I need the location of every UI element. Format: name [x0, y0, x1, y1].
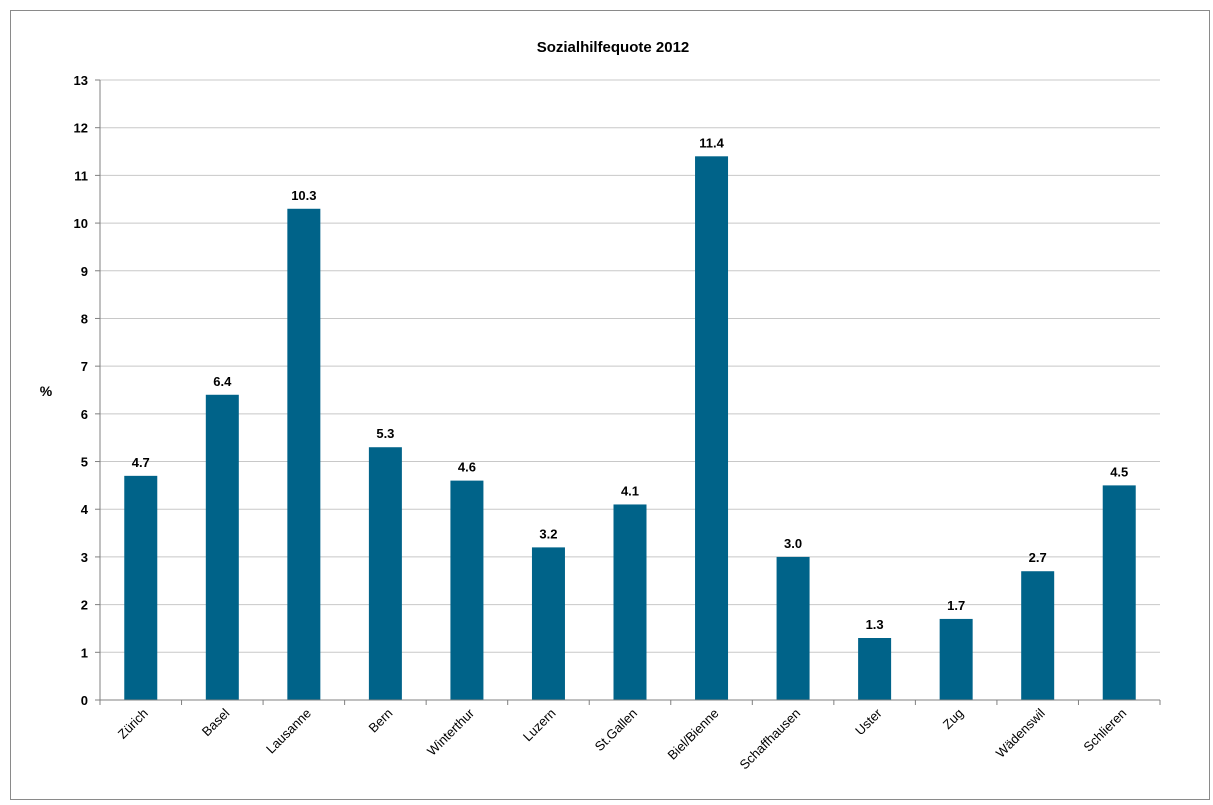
bars — [124, 156, 1136, 701]
data-label: 2.7 — [1029, 550, 1047, 565]
data-label: 4.6 — [458, 460, 476, 475]
x-tick-label: Lausanne — [263, 706, 314, 757]
chart-title: Sozialhilfequote 2012 — [537, 39, 690, 56]
y-tick-label: 9 — [81, 264, 88, 279]
data-label: 4.5 — [1110, 464, 1128, 479]
y-tick-label: 2 — [81, 598, 88, 613]
y-tick-label: 6 — [81, 407, 88, 422]
y-tick-label: 5 — [81, 455, 88, 470]
x-tick-label: Basel — [199, 705, 233, 739]
y-tick-label: 11 — [74, 168, 88, 183]
y-tick-label: 13 — [74, 73, 88, 88]
bar — [450, 480, 484, 700]
x-tick-label: Bern — [365, 706, 395, 736]
x-tick-label: Biel/Bienne — [665, 706, 722, 763]
bar — [1021, 571, 1055, 700]
bar — [776, 556, 810, 700]
data-label: 3.2 — [539, 526, 557, 541]
y-tick-label: 0 — [81, 693, 88, 708]
x-tick-label: St.Gallen — [592, 706, 640, 754]
data-label: 10.3 — [291, 188, 316, 203]
bar — [1102, 485, 1136, 700]
bar — [124, 475, 158, 700]
x-tick-label: Uster — [852, 705, 885, 738]
x-tick-label: Schlieren — [1080, 706, 1129, 755]
data-label: 3.0 — [784, 536, 802, 551]
bar — [939, 618, 973, 700]
x-tick-label: Zug — [940, 706, 966, 732]
y-axis-label: % — [40, 383, 53, 399]
data-label: 6.4 — [213, 374, 232, 389]
y-tick-label: 3 — [81, 550, 88, 565]
y-tick-label: 12 — [74, 121, 88, 136]
y-tick-label: 4 — [81, 502, 89, 517]
bar — [858, 638, 892, 700]
x-tick-label: Schaffhausen — [737, 706, 804, 773]
bar — [205, 394, 239, 700]
y-tick-label: 8 — [81, 311, 88, 326]
bar — [287, 208, 321, 700]
data-label: 1.3 — [866, 617, 884, 632]
y-tick-label: 7 — [81, 359, 88, 374]
x-tick-label: Luzern — [520, 706, 559, 745]
bar — [531, 547, 565, 700]
data-label: 4.1 — [621, 483, 639, 498]
data-label: 5.3 — [376, 426, 394, 441]
bar — [695, 156, 729, 701]
data-label: 4.7 — [132, 455, 150, 470]
bar — [368, 447, 402, 700]
x-tick-label: Zürich — [115, 706, 151, 742]
gridlines — [100, 79, 1160, 653]
bar — [613, 504, 647, 700]
x-tick-label: Winterthur — [424, 705, 477, 758]
data-label: 1.7 — [947, 598, 965, 613]
x-tick-label: Wädenswil — [993, 705, 1048, 760]
y-tick-label: 10 — [74, 216, 88, 231]
data-label: 11.4 — [699, 135, 724, 150]
y-tick-label: 1 — [81, 645, 88, 660]
